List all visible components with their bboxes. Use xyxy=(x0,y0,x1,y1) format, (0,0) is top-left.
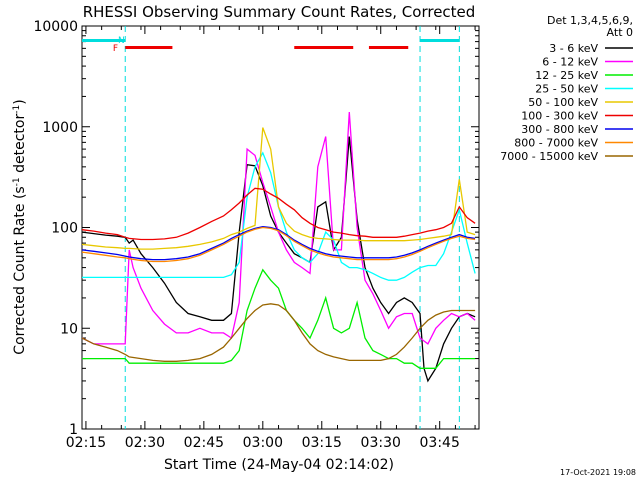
y-axis-label-main: Corrected Count Rate (s xyxy=(12,186,28,354)
legend-label: 100 - 300 keV xyxy=(521,110,598,123)
y-tick-label: 10000 xyxy=(33,19,78,35)
x-axis-label: Start Time (24-May-04 02:14:02) xyxy=(164,457,394,473)
plot-area: 02:15 02:30 02:45 03:00 03:15 03:30 03:45 1 10 10… xyxy=(33,19,480,451)
y-tick-label: 1000 xyxy=(42,120,78,136)
x-tick-label: 02:15 xyxy=(66,435,106,451)
legend-title-line: Det 1,3,4,5,6,9, xyxy=(547,14,633,27)
x-tick-label: 03:00 xyxy=(243,435,283,451)
y-axis-label: Corrected Count Rate (s-1 detector-1) xyxy=(12,99,28,354)
night-bar xyxy=(420,39,460,42)
chart-title: RHESSI Observing Summary Count Rates, Co… xyxy=(83,3,476,21)
y-tick-label: 100 xyxy=(51,221,78,237)
y-tick-label: 1 xyxy=(69,422,78,438)
timestamp: 17-Oct-2021 19:08 xyxy=(560,468,636,477)
series-line xyxy=(82,136,476,383)
legend-label: 800 - 7000 keV xyxy=(514,137,598,150)
flare-bar xyxy=(125,46,173,49)
y-axis-label-exp1: -1 xyxy=(12,177,22,186)
series-line xyxy=(82,187,476,241)
flare-bar xyxy=(368,46,409,49)
legend-label: 50 - 100 keV xyxy=(528,96,598,109)
series-line xyxy=(82,127,476,250)
legend-title: Det 1,3,4,5,6,9,Att 0 xyxy=(547,14,633,39)
x-tick-label: 02:30 xyxy=(125,435,165,451)
series-line xyxy=(82,303,476,362)
series-line xyxy=(82,268,476,369)
series-line xyxy=(82,225,476,261)
legend-label: 7000 - 15000 keV xyxy=(500,150,598,163)
x-tick-label: 03:45 xyxy=(420,435,460,451)
legend-title-line: Att 0 xyxy=(607,26,633,39)
flag-label: F xyxy=(113,44,118,54)
flare-bar xyxy=(294,46,354,49)
series-line xyxy=(82,151,476,281)
legend-label: 25 - 50 keV xyxy=(535,83,598,96)
x-tick-label: 02:45 xyxy=(184,435,224,451)
flag-label: N xyxy=(118,36,125,46)
y-axis-label-end: ) xyxy=(12,99,28,104)
series-line xyxy=(82,111,476,345)
legend-label: 12 - 25 keV xyxy=(535,69,598,82)
y-axis-label-exp2: -1 xyxy=(12,105,22,114)
night-bar xyxy=(82,39,126,42)
legend-label: 300 - 800 keV xyxy=(521,123,598,136)
legend-label: 3 - 6 keV xyxy=(549,42,598,55)
y-tick-label: 10 xyxy=(60,321,78,337)
x-tick-label: 03:30 xyxy=(361,435,401,451)
series-line xyxy=(82,226,476,263)
legend-label: 6 - 12 keV xyxy=(542,56,598,69)
y-axis-label-mid: detector xyxy=(12,114,28,178)
series-group xyxy=(82,111,476,383)
x-tick-label: 03:15 xyxy=(302,435,342,451)
